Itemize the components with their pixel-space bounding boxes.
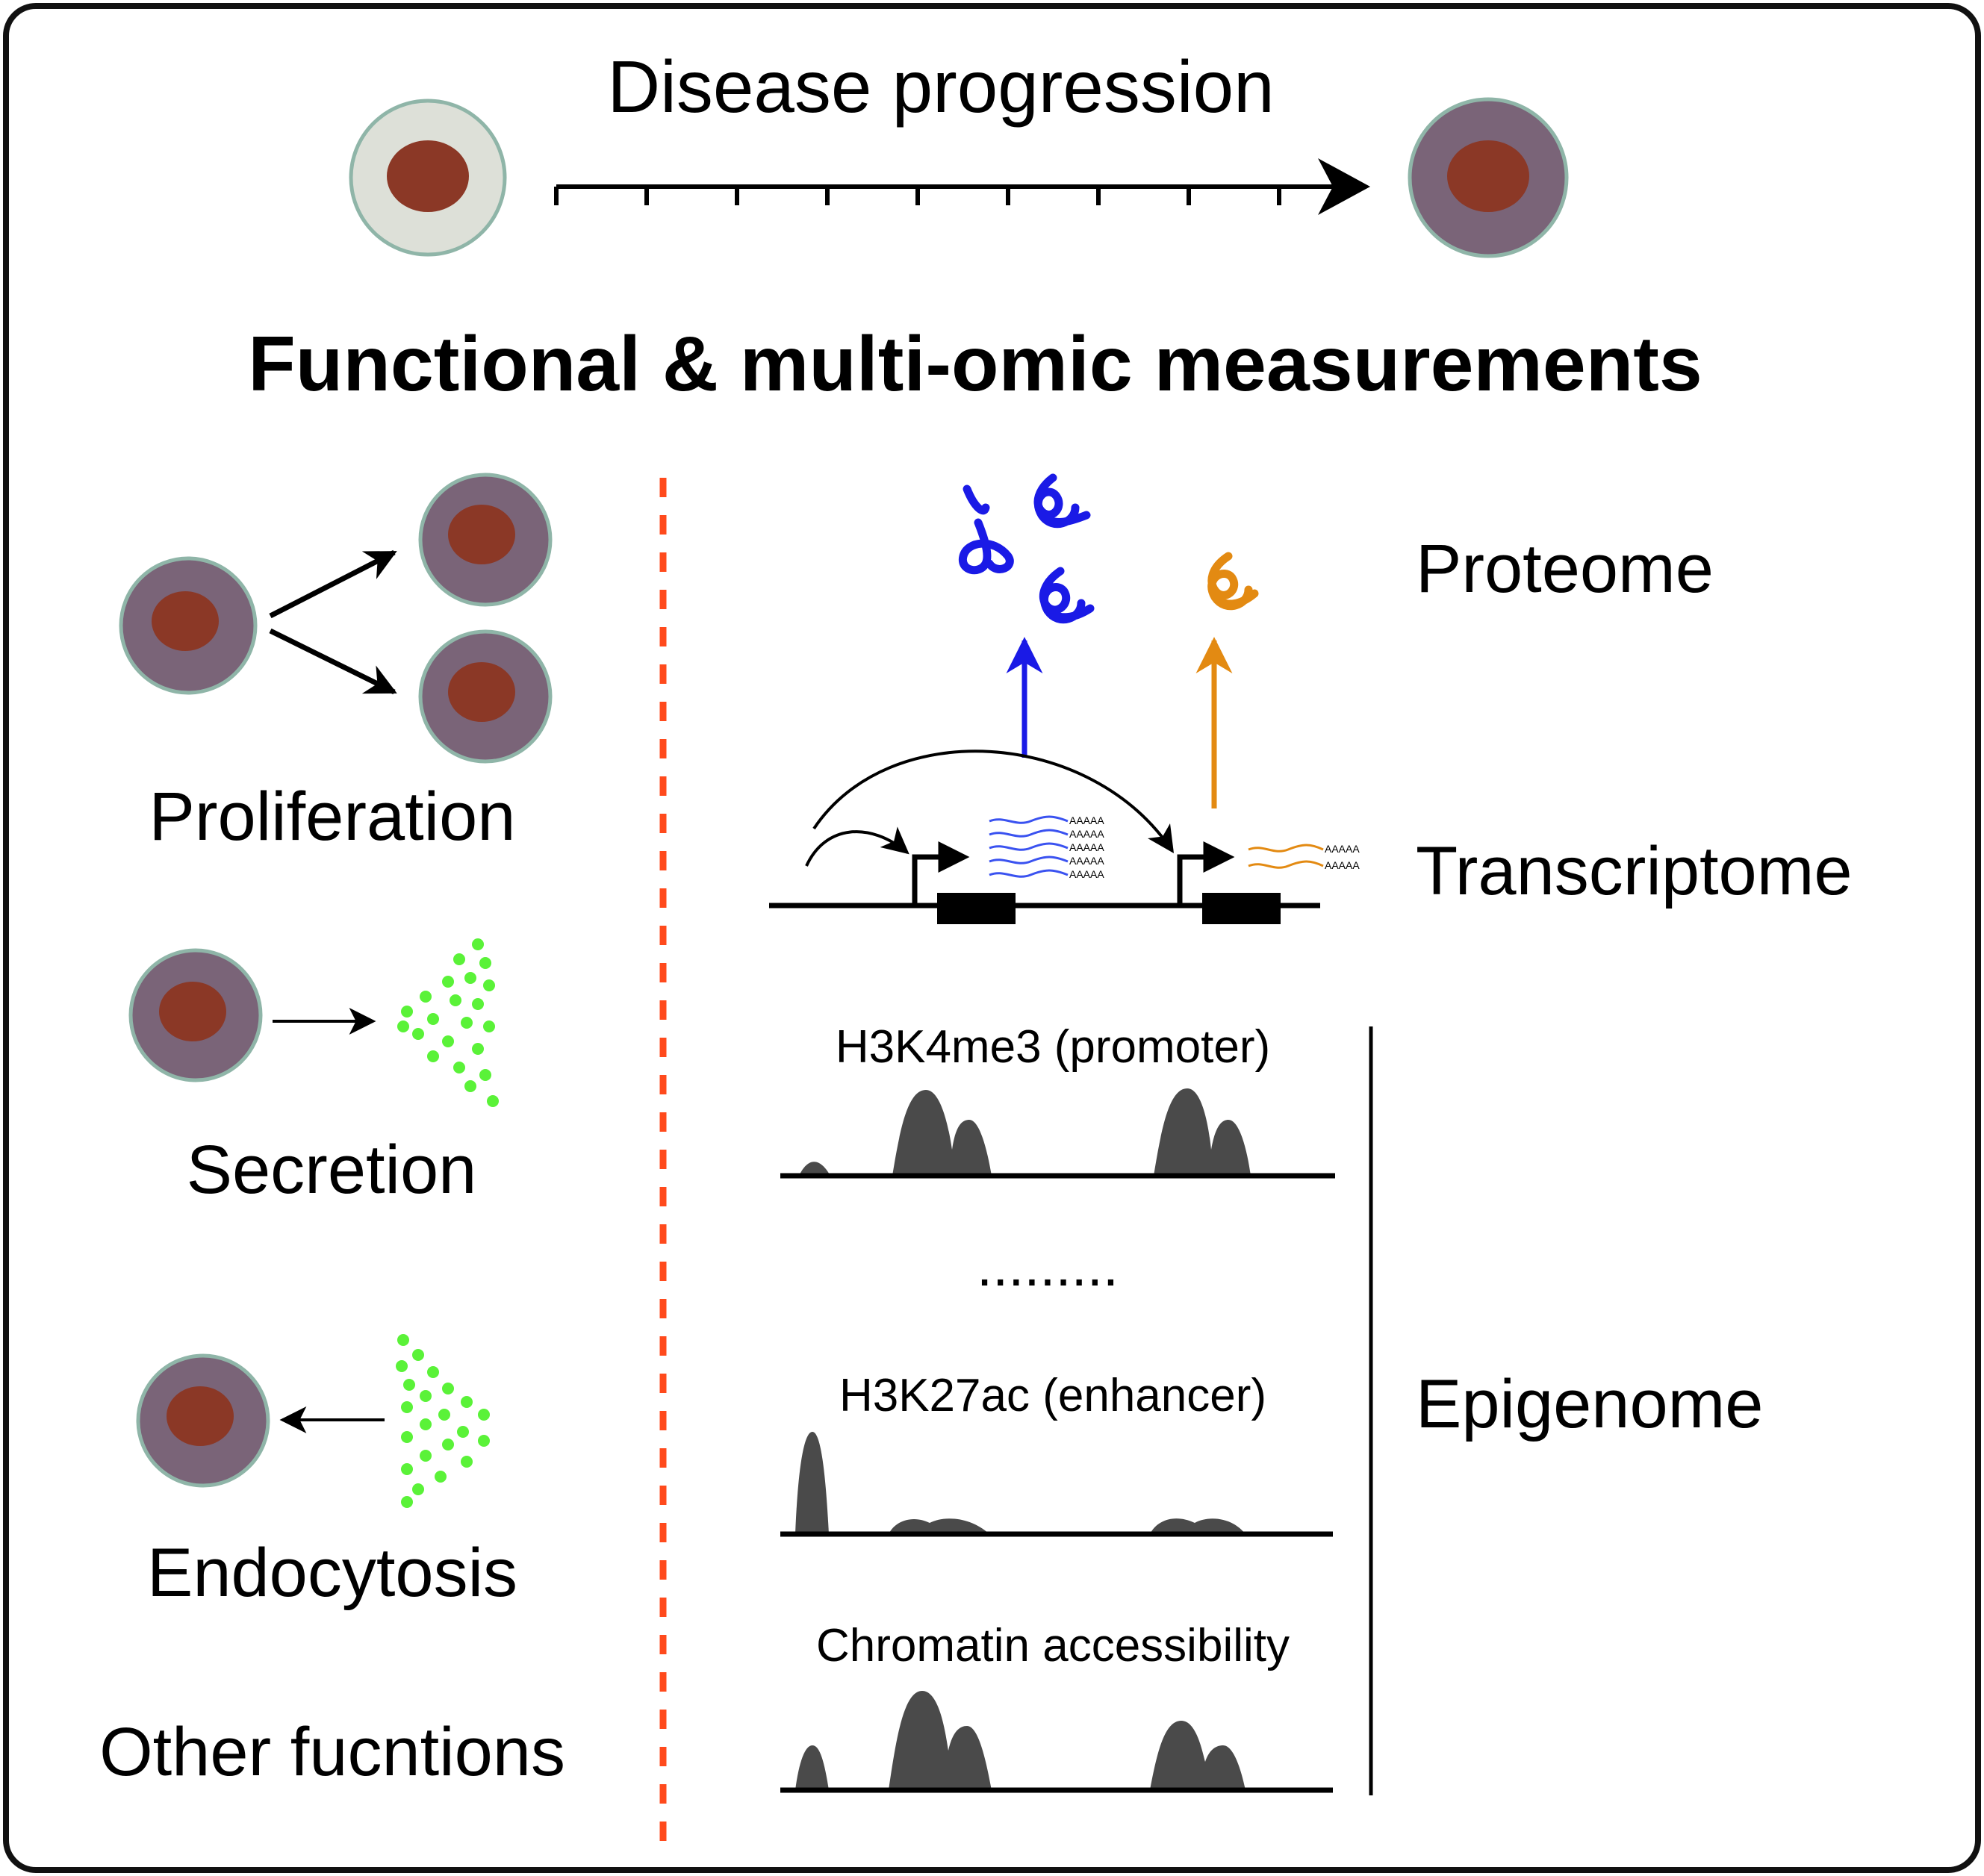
diseased-cell-icon [1408, 97, 1569, 258]
h3k4me3-peaks [799, 1088, 1251, 1176]
polya-tail: AAAAA [1325, 859, 1360, 871]
healthy-cell-icon [349, 99, 507, 257]
division-arrow-up-icon [269, 549, 397, 619]
tss-arrow-1-icon [912, 841, 970, 906]
polya-tail: AAAAA [1069, 814, 1104, 826]
polya-tail: AAAAA [1069, 855, 1104, 867]
endocytosing-cell-icon [136, 1353, 270, 1488]
proteome-label: Proteome [1416, 531, 1714, 607]
polya-tail: AAAAA [1325, 843, 1360, 855]
outer-frame [3, 3, 1981, 1873]
proliferation-label: Proliferation [149, 779, 516, 855]
more-tracks-ellipsis: ......... [977, 1235, 1119, 1298]
enhancer-loop-long-icon [812, 750, 1175, 853]
other-functions-label: Other fucntions [99, 1714, 565, 1790]
gene-body-2 [1202, 893, 1281, 924]
gene-body-1 [937, 893, 1016, 924]
proliferation-daughter-cell-top-icon [418, 473, 553, 607]
tss-arrow-2-icon [1177, 841, 1235, 906]
enhancer-loop-short-icon [805, 826, 909, 867]
timeline-arrowhead [1318, 158, 1370, 215]
secreted-particles-icon [397, 938, 499, 1107]
polya-tails-orange: AAAAA AAAAA [1325, 843, 1360, 871]
transcriptome-label: Transcriptome [1416, 833, 1853, 909]
secreting-cell-icon [128, 948, 263, 1082]
protein-coil-icon-blue-2 [1033, 473, 1091, 529]
secretion-label: Secretion [187, 1132, 477, 1208]
protein-coil-icon-blue-1 [958, 484, 1014, 575]
chromatin-peaks [795, 1691, 1246, 1790]
h3k27ac-peaks [795, 1432, 1246, 1534]
h3k27ac-track-label: H3K27ac (enhancer) [839, 1370, 1266, 1421]
mrna-transcripts-blue [989, 815, 1069, 878]
uptake-particles-icon [396, 1334, 490, 1508]
disease-progression-label: Disease progression [607, 46, 1274, 128]
division-arrow-down-icon [269, 628, 397, 695]
gene-locus [769, 750, 1320, 924]
progression-timeline-arrow [554, 184, 1365, 205]
polya-tail: AAAAA [1069, 828, 1104, 840]
protein-coil-icon-orange [1207, 552, 1259, 611]
protein-coil-icon-blue-3 [1039, 567, 1095, 624]
polya-tail: AAAAA [1069, 841, 1104, 853]
h3k4me3-track-label: H3K4me3 (promoter) [836, 1021, 1270, 1073]
polya-tail: AAAAA [1069, 868, 1104, 880]
chromatin-track-label: Chromatin accessibility [816, 1620, 1290, 1671]
section-title: Functional & multi-omic measurements [248, 321, 1702, 408]
epigenome-label: Epigenome [1416, 1366, 1763, 1442]
proliferation-daughter-cell-bottom-icon [418, 629, 553, 764]
polya-tails-blue: AAAAA AAAAA AAAAA AAAAA AAAAA [1069, 814, 1104, 880]
endocytosis-label: Endocytosis [147, 1535, 517, 1611]
mrna-transcripts-orange [1248, 844, 1324, 869]
proliferation-parent-cell-icon [119, 556, 258, 695]
